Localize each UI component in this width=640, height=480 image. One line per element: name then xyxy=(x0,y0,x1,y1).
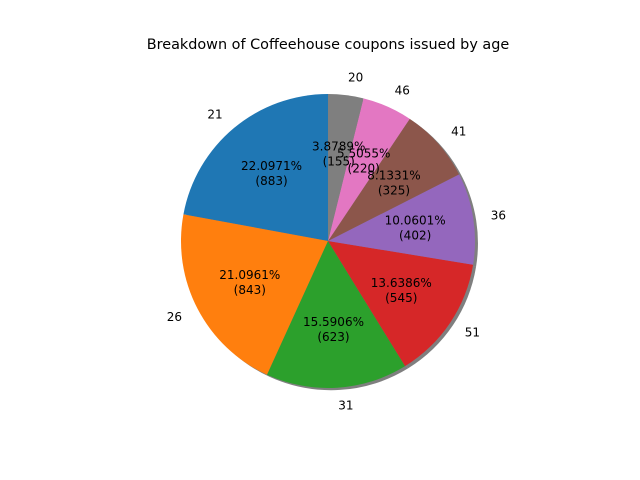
slice-percent-label: 15.5906% xyxy=(303,315,364,329)
slice-category-label: 46 xyxy=(395,83,410,97)
slice-percent-label: 22.0971% xyxy=(241,159,302,173)
slice-percent-label: 21.0961% xyxy=(219,268,280,282)
pie-slice-20 xyxy=(328,94,364,241)
slice-count-label: (623) xyxy=(317,330,349,344)
pie-slice-31 xyxy=(267,241,406,388)
slice-category-label: 20 xyxy=(348,71,363,85)
slice-category-label: 41 xyxy=(451,125,466,139)
slice-category-label: 36 xyxy=(491,209,506,223)
slice-percent-label: 5.5055% xyxy=(337,146,390,160)
slice-category-label: 31 xyxy=(338,398,353,412)
slice-count-label: (402) xyxy=(399,228,431,242)
chart-title: Breakdown of Coffeehouse coupons issued … xyxy=(147,37,510,53)
slice-category-label: 26 xyxy=(167,310,182,324)
slice-percent-label: 8.1331% xyxy=(367,168,420,182)
pie-slice-36 xyxy=(328,174,475,265)
slice-percent-label: 10.0601% xyxy=(385,213,446,227)
slice-percent-label: 13.6386% xyxy=(371,276,432,290)
pie-slices xyxy=(181,94,475,388)
slice-count-label: (883) xyxy=(255,174,287,188)
slice-count-label: (155) xyxy=(323,154,355,168)
slice-category-label: 21 xyxy=(207,107,222,121)
slice-percent-label: 3.8789% xyxy=(312,139,365,153)
slice-category-label: 51 xyxy=(465,326,480,340)
slice-count-label: (545) xyxy=(385,291,417,305)
slice-count-label: (220) xyxy=(348,161,380,175)
pie-slice-41 xyxy=(328,118,460,241)
pie-labels: 21 22.0971%(883) 26 21.0961%(843) 31 15.5906%… xyxy=(167,71,506,413)
pie-slice-46 xyxy=(328,98,410,241)
pie-slice-26 xyxy=(181,214,328,375)
slice-count-label: (325) xyxy=(378,183,410,197)
slice-count-label: (843) xyxy=(234,283,266,297)
pie-slice-21 xyxy=(183,94,328,241)
pie-slice-51 xyxy=(328,241,474,367)
